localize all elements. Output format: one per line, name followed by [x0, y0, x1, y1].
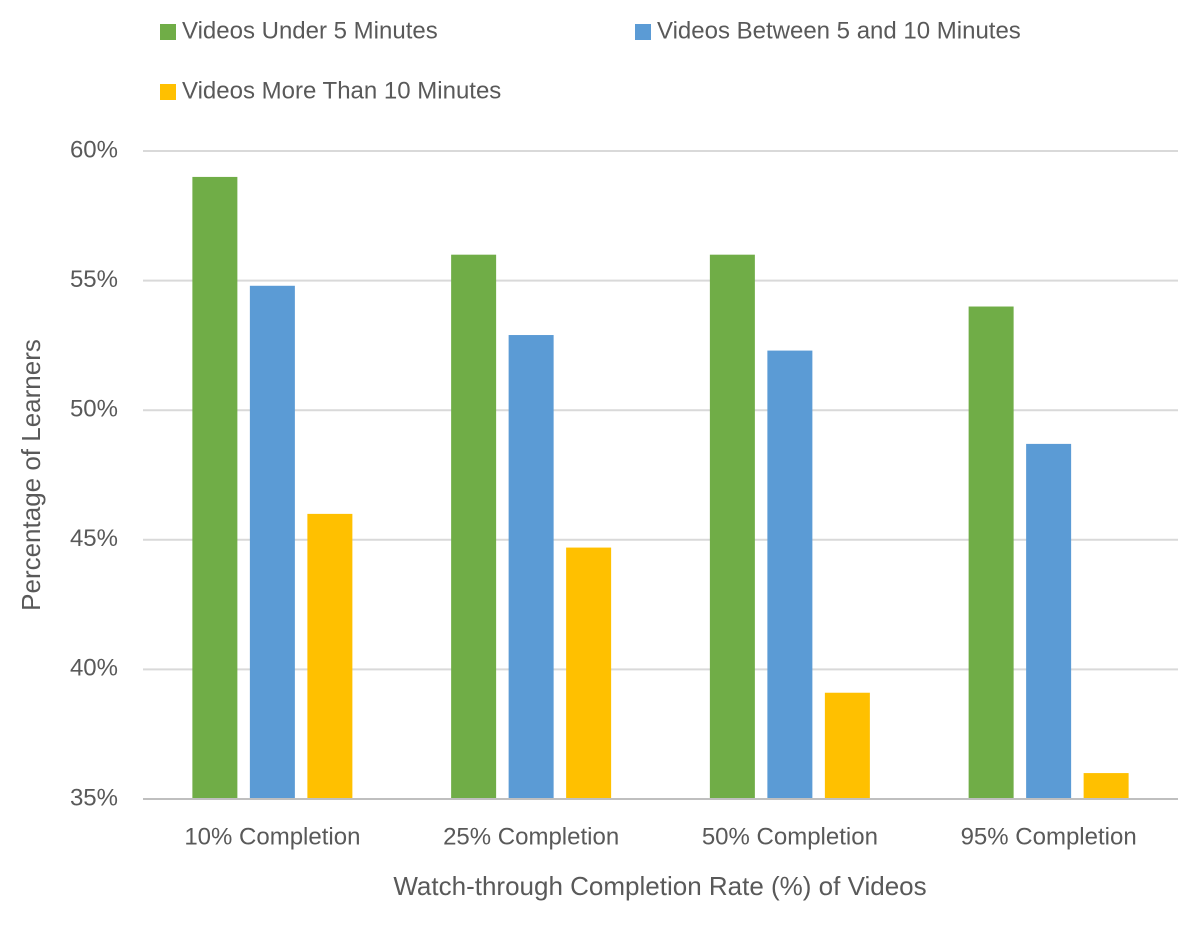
y-tick-label: 55% [70, 266, 118, 293]
bar [767, 350, 813, 799]
bar [192, 176, 238, 800]
bar [824, 692, 870, 799]
x-tick-label: 10% Completion [184, 823, 360, 850]
bar [307, 513, 353, 799]
bar [249, 285, 295, 799]
legend-swatch [635, 24, 651, 40]
legend-label: Videos More Than 10 Minutes [182, 77, 501, 104]
legend-swatch [160, 84, 176, 100]
y-tick-label: 60% [70, 136, 118, 163]
legend-swatch [160, 24, 176, 40]
y-tick-label: 45% [70, 525, 118, 552]
y-tick-label: 50% [70, 396, 118, 423]
bar [1026, 443, 1072, 799]
y-axis-title: Percentage of Learners [16, 339, 46, 611]
bar [968, 306, 1014, 799]
x-tick-label: 50% Completion [702, 823, 878, 850]
x-tick-label: 25% Completion [443, 823, 619, 850]
y-tick-label: 35% [70, 784, 118, 811]
x-axis-title: Watch-through Completion Rate (%) of Vid… [393, 871, 926, 901]
legend-label: Videos Between 5 and 10 Minutes [657, 17, 1021, 44]
y-tick-label: 40% [70, 655, 118, 682]
bar [1083, 773, 1129, 799]
bar [508, 335, 554, 799]
x-tick-label: 95% Completion [961, 823, 1137, 850]
bar [709, 254, 755, 799]
bar [451, 254, 497, 799]
legend-label: Videos Under 5 Minutes [182, 17, 438, 44]
bar [566, 547, 612, 799]
